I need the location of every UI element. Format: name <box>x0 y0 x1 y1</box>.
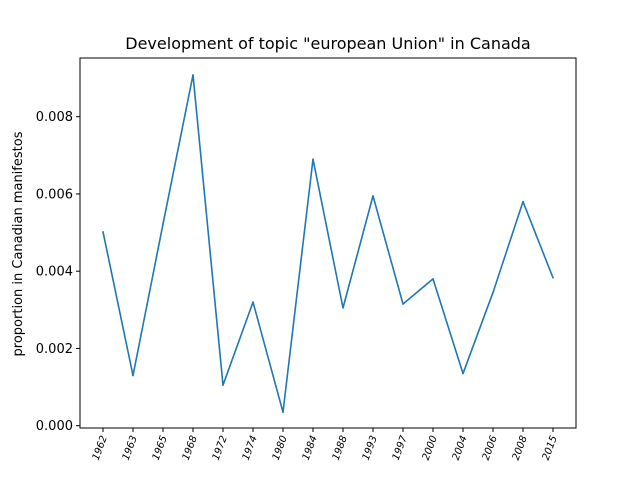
data-point <box>492 291 494 294</box>
x-tick-label: 2000 <box>421 434 440 462</box>
x-tick-label: 1963 <box>121 434 140 462</box>
data-point <box>132 374 134 377</box>
y-tick-label: 0.004 <box>36 265 73 280</box>
y-axis-label: proportion in Canadian manifestos <box>11 131 26 356</box>
data-point <box>402 303 404 305</box>
x-tick-label: 1997 <box>391 434 410 462</box>
x-tick-label: 2006 <box>481 434 500 462</box>
chart-title: Development of topic "european Union" in… <box>125 34 530 53</box>
x-tick-label: 1965 <box>151 434 170 462</box>
x-tick-label: 2015 <box>541 434 560 462</box>
data-point <box>192 74 194 76</box>
x-tick-label: 1984 <box>301 434 320 462</box>
x-tick-label: 2004 <box>451 434 470 462</box>
x-tick-label: 1962 <box>91 434 110 462</box>
x-tick-label: 1974 <box>241 434 260 462</box>
data-point <box>342 307 344 309</box>
data-point <box>522 200 524 203</box>
x-tick-label: 1968 <box>181 434 200 462</box>
x-tick-label: 1988 <box>331 434 350 462</box>
data-point <box>252 301 254 303</box>
data-point <box>432 278 434 280</box>
series-line <box>102 74 554 413</box>
x-tick-label: 1980 <box>271 434 290 462</box>
plot-frame <box>79 57 577 429</box>
data-point <box>312 158 314 160</box>
y-tick-label: 0.006 <box>36 187 73 202</box>
x-tick-label: 2008 <box>511 434 530 462</box>
data-point <box>372 195 374 197</box>
data-point <box>282 411 284 413</box>
data-point <box>222 384 224 386</box>
y-tick-label: 0.000 <box>36 419 73 434</box>
data-point <box>552 276 554 279</box>
data-point <box>162 223 164 225</box>
x-tick-label: 1972 <box>211 434 230 462</box>
y-tick-label: 0.008 <box>36 110 73 125</box>
x-tick-label: 1993 <box>361 434 380 462</box>
data-point <box>102 230 104 233</box>
data-point <box>462 372 464 375</box>
plot-area: 0.000 0.002 0.004 0.006 0.008 1962 1963 1965 196… <box>36 57 577 462</box>
y-tick-label: 0.002 <box>36 342 73 357</box>
